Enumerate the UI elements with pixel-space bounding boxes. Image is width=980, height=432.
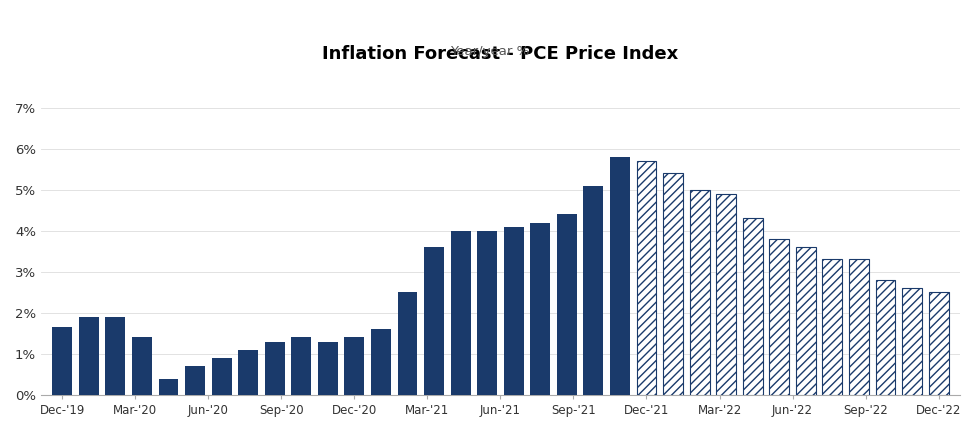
Bar <box>557 214 577 395</box>
Bar <box>132 337 152 395</box>
Title: Inflation Forecast - PCE Price Index: Inflation Forecast - PCE Price Index <box>322 45 678 63</box>
Bar <box>424 247 444 395</box>
Bar <box>318 342 338 395</box>
Bar <box>212 358 231 395</box>
Bar <box>159 378 178 395</box>
Bar <box>504 227 523 395</box>
Bar <box>822 260 843 395</box>
Bar <box>769 239 789 395</box>
Bar <box>610 157 630 395</box>
Bar <box>637 161 657 395</box>
Bar <box>265 342 284 395</box>
Bar <box>291 337 312 395</box>
Bar <box>716 194 736 395</box>
Bar <box>583 186 604 395</box>
Bar <box>796 247 815 395</box>
Bar <box>875 280 896 395</box>
Bar <box>52 327 73 395</box>
Bar <box>398 292 417 395</box>
Bar <box>344 337 365 395</box>
Bar <box>371 329 391 395</box>
Bar <box>530 222 550 395</box>
Bar <box>743 219 762 395</box>
Bar <box>929 292 949 395</box>
Bar <box>185 366 205 395</box>
Bar <box>849 260 869 395</box>
Bar <box>903 288 922 395</box>
Bar <box>690 190 710 395</box>
Bar <box>106 317 125 395</box>
Bar <box>663 173 683 395</box>
Bar <box>451 231 470 395</box>
Bar <box>477 231 497 395</box>
Bar <box>78 317 99 395</box>
Text: Year/year %: Year/year % <box>451 45 529 58</box>
Bar <box>238 350 258 395</box>
